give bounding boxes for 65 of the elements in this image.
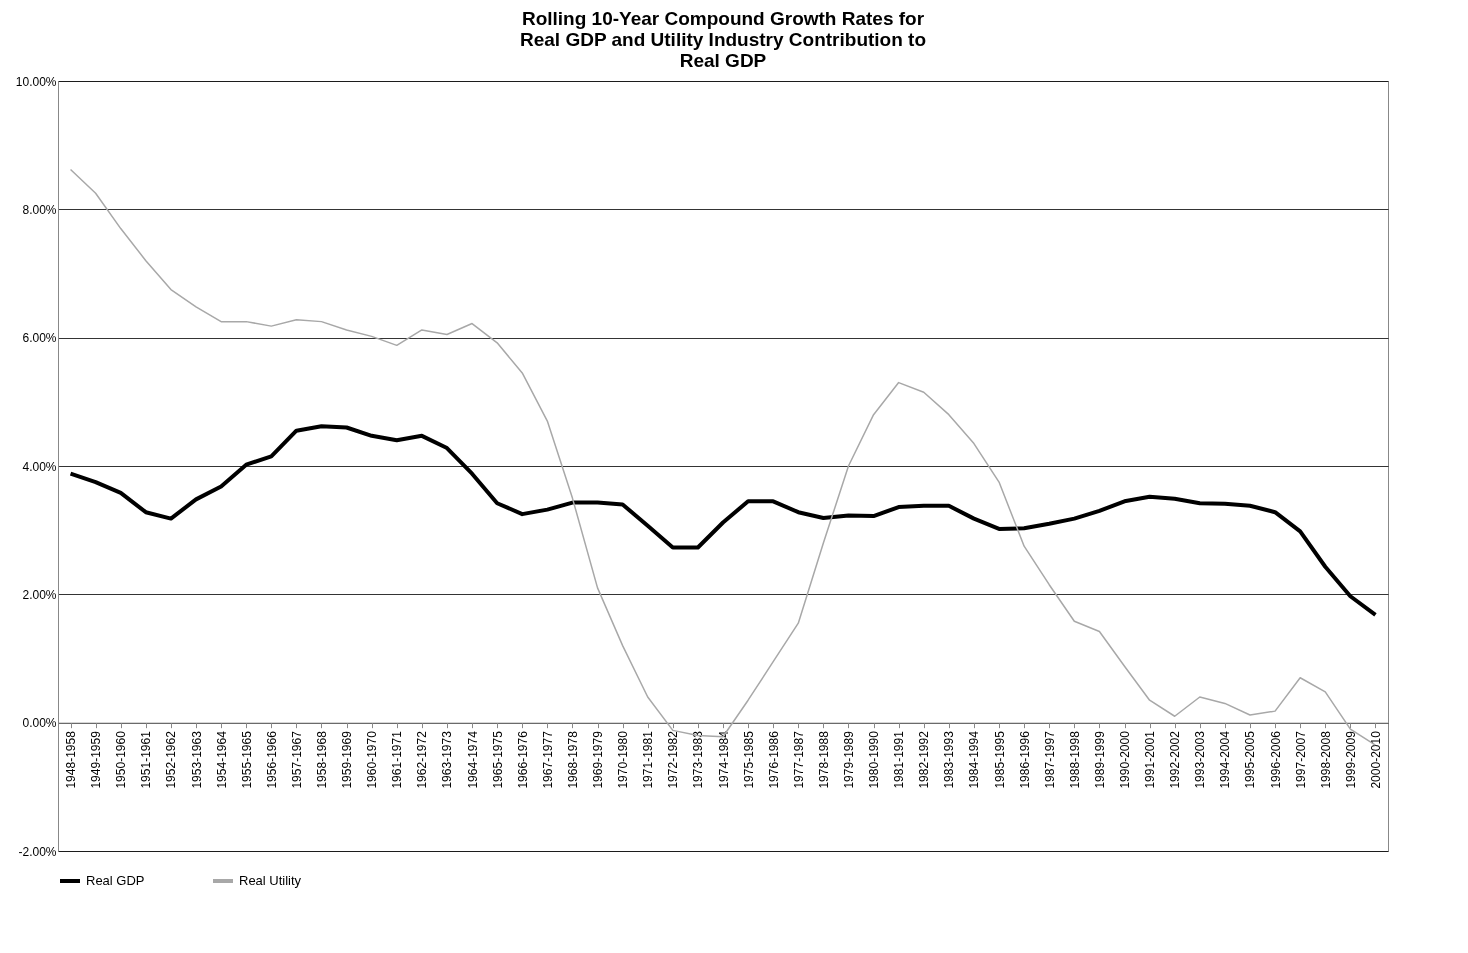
x-tick-label: 1981-1991	[892, 730, 907, 789]
x-tick-label: 1952-1962	[164, 730, 179, 789]
x-tick-label: 1954-1964	[214, 730, 229, 789]
x-tick-label: 1976-1986	[766, 730, 781, 789]
x-tick-label: 1999-2009	[1343, 730, 1358, 789]
x-tick-label: 1967-1977	[540, 730, 555, 789]
x-tick-label: 1955-1965	[239, 730, 254, 789]
x-tick-label: 1965-1975	[490, 730, 505, 789]
x-tick-label: 1995-2005	[1243, 730, 1258, 789]
x-tick-label: 2000-2010	[1368, 730, 1383, 789]
x-tick-label: 1966-1976	[515, 730, 530, 789]
legend-label: Real GDP	[86, 873, 145, 888]
y-tick-label: 6.00%	[22, 331, 57, 346]
x-tick-label: 1978-1988	[816, 730, 831, 789]
x-tick-label: 1957-1967	[289, 730, 304, 789]
x-tick-label: 1998-2008	[1318, 730, 1333, 789]
x-tick-label: 1990-2000	[1118, 730, 1133, 789]
y-tick-label: 8.00%	[22, 202, 57, 217]
x-tick-label: 1989-1999	[1092, 730, 1107, 789]
x-tick-label: 1982-1992	[917, 730, 932, 789]
y-tick-label: 0.00%	[22, 716, 57, 731]
y-tick-label: -2.00%	[18, 844, 57, 859]
x-tick-label: 1980-1990	[867, 730, 882, 789]
x-tick-label: 1959-1969	[340, 730, 355, 789]
x-tick-label: 1983-1993	[942, 730, 957, 789]
x-tick-label: 1969-1979	[591, 730, 606, 789]
x-tick-label: 1960-1970	[365, 730, 380, 789]
x-tick-label: 1985-1995	[992, 730, 1007, 789]
x-tick-label: 1988-1998	[1067, 730, 1082, 789]
text: Real GDP	[679, 50, 767, 71]
x-tick-label: 1997-2007	[1293, 730, 1308, 789]
x-tick-label: 1961-1971	[390, 730, 405, 789]
x-tick-label: 1962-1972	[415, 730, 430, 789]
x-tick-label: 1971-1981	[641, 730, 656, 789]
x-tick-label: 1956-1966	[264, 730, 279, 789]
x-tick-label: 1984-1994	[967, 730, 982, 789]
x-tick-label: 1948-1958	[64, 730, 79, 789]
x-tick-label: 1987-1997	[1042, 730, 1057, 789]
x-tick-label: 1963-1973	[440, 730, 455, 789]
x-tick-label: 1968-1978	[565, 730, 580, 789]
x-tick-label: 1951-1961	[139, 730, 154, 789]
x-tick-label: 1958-1968	[314, 730, 329, 789]
x-tick-label: 1991-2001	[1143, 730, 1158, 789]
x-tick-label: 1996-2006	[1268, 730, 1283, 789]
x-tick-label: 1972-1982	[666, 730, 681, 789]
x-tick-label: 1949-1959	[89, 730, 104, 789]
x-tick-label: 1986-1996	[1017, 730, 1032, 789]
x-tick-label: 1973-1983	[691, 730, 706, 789]
x-tick-label: 1974-1984	[716, 730, 731, 789]
x-tick-label: 1950-1960	[114, 730, 129, 789]
x-tick-label: 1964-1974	[465, 730, 480, 789]
x-tick-label: 1992-2002	[1168, 730, 1183, 789]
text: Real GDP and Utility Industry Contribution to	[519, 29, 927, 50]
y-tick-label: 2.00%	[22, 587, 57, 602]
x-tick-label: 1977-1987	[791, 730, 806, 789]
y-tick-label: 10.00%	[15, 74, 57, 89]
x-tick-label: 1970-1980	[616, 730, 631, 789]
legend-label: Real Utility	[239, 873, 302, 888]
text: Rolling 10-Year Compound Growth Rates for	[521, 8, 925, 29]
x-tick-label: 1979-1989	[841, 730, 856, 789]
y-tick-label: 4.00%	[22, 459, 57, 474]
x-tick-label: 1993-2003	[1193, 730, 1208, 789]
x-tick-label: 1975-1985	[741, 730, 756, 789]
x-tick-label: 1953-1963	[189, 730, 204, 789]
x-tick-label: 1994-2004	[1218, 730, 1233, 789]
